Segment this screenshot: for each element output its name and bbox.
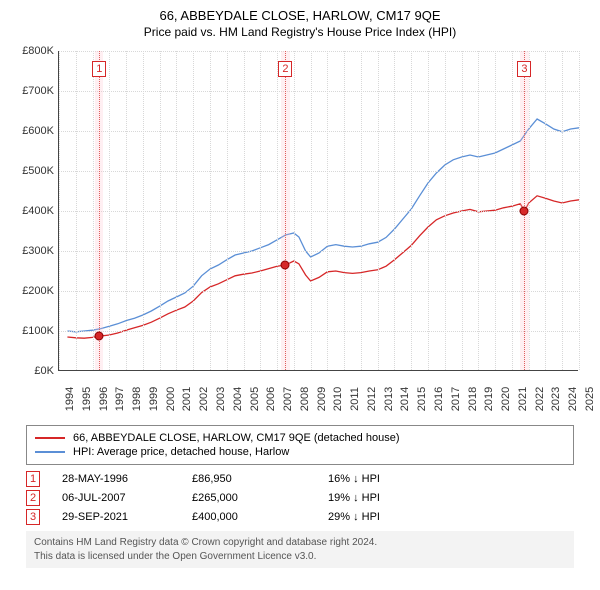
x-tick-label: 2022 (534, 387, 546, 411)
legend-row: HPI: Average price, detached house, Harl… (35, 446, 565, 458)
legend-label: 66, ABBEYDALE CLOSE, HARLOW, CM17 9QE (d… (73, 432, 400, 444)
x-tick-label: 2017 (450, 387, 462, 411)
table-row: 2 06-JUL-2007 £265,000 19% ↓ HPI (26, 490, 574, 506)
x-tick-label: 2008 (299, 387, 311, 411)
x-tick-label: 2002 (198, 387, 210, 411)
x-tick-label: 2011 (349, 387, 361, 411)
x-tick-label: 2025 (584, 387, 596, 411)
legend-row: 66, ABBEYDALE CLOSE, HARLOW, CM17 9QE (d… (35, 432, 565, 444)
y-axis-ticks: £0K£100K£200K£300K£400K£500K£600K£700K£8… (10, 51, 56, 371)
legend-label: HPI: Average price, detached house, Harl… (73, 446, 289, 458)
footer-line: This data is licensed under the Open Gov… (34, 550, 566, 564)
x-tick-label: 2013 (383, 387, 395, 411)
sale-badge: 2 (26, 490, 40, 506)
footer-attribution: Contains HM Land Registry data © Crown c… (26, 531, 574, 568)
sale-date: 06-JUL-2007 (46, 492, 186, 504)
table-row: 3 29-SEP-2021 £400,000 29% ↓ HPI (26, 509, 574, 525)
chart-subtitle: Price paid vs. HM Land Registry's House … (0, 25, 600, 39)
sale-point-marker (95, 332, 104, 341)
sale-price: £86,950 (192, 473, 322, 485)
x-tick-label: 2015 (416, 387, 428, 411)
sale-delta: 29% ↓ HPI (328, 511, 458, 523)
x-tick-label: 2012 (366, 387, 378, 411)
x-axis-ticks: 1994 1995 1996 1997 1998 1999 2000 2001 2002 2003… (58, 371, 578, 423)
x-tick-label: 2018 (467, 387, 479, 411)
sale-marker-label: 2 (278, 61, 292, 77)
x-tick-label: 2024 (567, 387, 579, 411)
sale-marker-label: 1 (92, 61, 106, 77)
x-tick-label: 2001 (182, 387, 194, 411)
x-tick-label: 2010 (333, 387, 345, 411)
x-tick-label: 1996 (98, 387, 110, 411)
sale-point-marker (281, 261, 290, 270)
x-tick-label: 2020 (500, 387, 512, 411)
sale-point-marker (520, 207, 529, 216)
chart-container: 66, ABBEYDALE CLOSE, HARLOW, CM17 9QE Pr… (0, 0, 600, 568)
y-tick-label: £100K (22, 325, 54, 337)
x-tick-label: 2023 (551, 387, 563, 411)
sales-table: 1 28-MAY-1996 £86,950 16% ↓ HPI 2 06-JUL… (26, 471, 574, 525)
chart-area: £0K £100K £200K £300K £400K £500K £600K £700K £8… (10, 43, 590, 423)
x-tick-label: 2016 (433, 387, 445, 411)
x-tick-label: 1994 (64, 387, 76, 411)
x-tick-label: 2009 (316, 387, 328, 411)
x-tick-label: 2021 (517, 387, 529, 411)
legend: 66, ABBEYDALE CLOSE, HARLOW, CM17 9QE (d… (26, 425, 574, 465)
y-tick-label: £700K (22, 85, 54, 97)
x-tick-label: 2005 (249, 387, 261, 411)
y-tick-label: £600K (22, 125, 54, 137)
legend-swatch (35, 451, 65, 453)
x-tick-label: 2003 (215, 387, 227, 411)
y-tick-label: £300K (22, 245, 54, 257)
y-tick-label: £500K (22, 165, 54, 177)
plot-area: 1 2 3 (58, 51, 578, 371)
sale-price: £265,000 (192, 492, 322, 504)
sale-date: 28-MAY-1996 (46, 473, 186, 485)
sale-badge: 1 (26, 471, 40, 487)
sale-price: £400,000 (192, 511, 322, 523)
sale-marker-label: 3 (517, 61, 531, 77)
footer-line: Contains HM Land Registry data © Crown c… (34, 536, 566, 550)
y-tick-label: £200K (22, 285, 54, 297)
y-tick-label: £400K (22, 205, 54, 217)
sale-delta: 16% ↓ HPI (328, 473, 458, 485)
sale-delta: 19% ↓ HPI (328, 492, 458, 504)
x-tick-label: 2006 (266, 387, 278, 411)
series-line (67, 119, 579, 332)
x-tick-label: 1997 (115, 387, 127, 411)
x-tick-label: 2007 (282, 387, 294, 411)
chart-title: 66, ABBEYDALE CLOSE, HARLOW, CM17 9QE (0, 8, 600, 23)
x-tick-label: 1998 (131, 387, 143, 411)
y-tick-label: £0K (34, 365, 54, 377)
x-tick-label: 2014 (400, 387, 412, 411)
x-tick-label: 1995 (81, 387, 93, 411)
sale-badge: 3 (26, 509, 40, 525)
x-tick-label: 2019 (484, 387, 496, 411)
series-line (67, 196, 579, 338)
x-tick-label: 2004 (232, 387, 244, 411)
sale-date: 29-SEP-2021 (46, 511, 186, 523)
x-tick-label: 2000 (165, 387, 177, 411)
sale-vline (285, 51, 286, 370)
sale-vline (99, 51, 100, 370)
y-tick-label: £800K (22, 45, 54, 57)
legend-swatch (35, 437, 65, 439)
header: 66, ABBEYDALE CLOSE, HARLOW, CM17 9QE Pr… (0, 0, 600, 43)
table-row: 1 28-MAY-1996 £86,950 16% ↓ HPI (26, 471, 574, 487)
x-tick-label: 1999 (148, 387, 160, 411)
